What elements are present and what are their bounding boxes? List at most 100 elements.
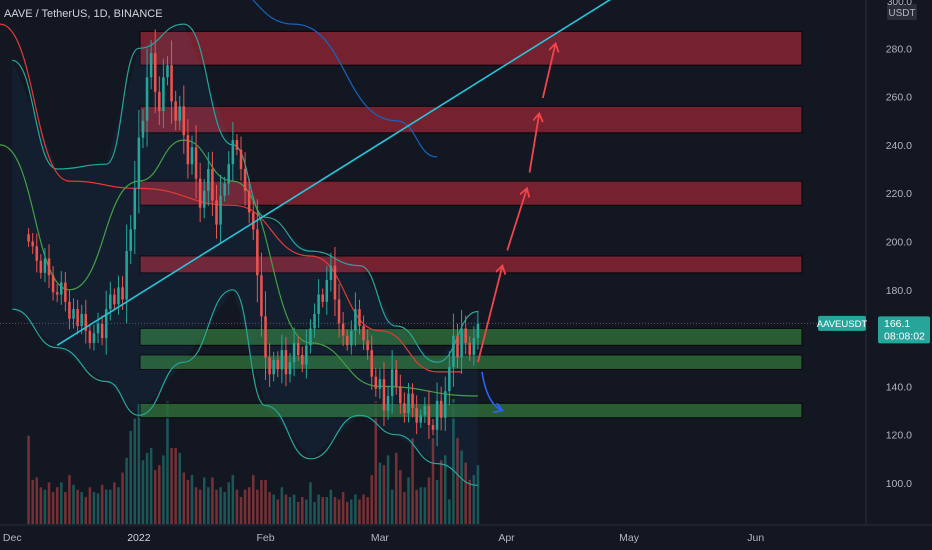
candle[interactable] (256, 199, 259, 303)
candle[interactable] (158, 76, 161, 125)
candle[interactable] (31, 233, 34, 254)
candle[interactable] (370, 335, 373, 390)
candle[interactable] (219, 174, 222, 244)
candle[interactable] (419, 409, 423, 429)
candle[interactable] (411, 383, 414, 418)
candle[interactable] (162, 58, 165, 128)
candle[interactable] (166, 56, 169, 86)
candle[interactable] (272, 351, 275, 382)
last-price-tag[interactable]: AAVEUSDT 166.1 08:08:02 (817, 315, 930, 344)
candle[interactable] (345, 329, 349, 351)
candle[interactable] (215, 184, 218, 239)
candle[interactable] (223, 176, 226, 202)
candle[interactable] (117, 275, 120, 315)
candle[interactable] (227, 151, 231, 196)
candle[interactable] (247, 178, 251, 224)
candle[interactable] (358, 299, 361, 335)
candle[interactable] (472, 326, 476, 366)
candle[interactable] (43, 247, 47, 283)
candle[interactable] (145, 48, 149, 147)
candle[interactable] (280, 334, 284, 384)
candle[interactable] (51, 265, 55, 301)
candle[interactable] (198, 162, 202, 223)
candle[interactable] (443, 376, 447, 431)
candle[interactable] (84, 299, 88, 344)
candle[interactable] (362, 315, 365, 350)
candle[interactable] (390, 350, 394, 414)
candle[interactable] (288, 353, 292, 383)
candles[interactable] (27, 29, 480, 447)
candle[interactable] (137, 109, 141, 214)
candle[interactable] (153, 29, 157, 114)
candle[interactable] (235, 134, 239, 156)
candle[interactable] (190, 135, 194, 175)
candle[interactable] (329, 252, 333, 292)
candle[interactable] (88, 324, 92, 349)
candle[interactable] (207, 152, 210, 206)
candle[interactable] (403, 392, 406, 423)
candle[interactable] (427, 390, 431, 439)
candle[interactable] (399, 374, 402, 414)
candle[interactable] (125, 224, 128, 324)
candle[interactable] (264, 291, 267, 380)
candle[interactable] (68, 290, 71, 330)
candle[interactable] (260, 252, 263, 337)
candle[interactable] (309, 319, 312, 354)
candle[interactable] (284, 336, 288, 387)
candle[interactable] (211, 151, 214, 216)
candle[interactable] (133, 160, 137, 255)
candle[interactable] (92, 324, 96, 351)
candle[interactable] (100, 315, 104, 346)
candle[interactable] (35, 233, 39, 273)
candle[interactable] (305, 329, 308, 379)
candle[interactable] (39, 254, 43, 279)
candle[interactable] (55, 283, 59, 303)
candle[interactable] (415, 395, 418, 435)
candle[interactable] (350, 320, 353, 355)
candle[interactable] (460, 310, 463, 374)
candle[interactable] (456, 323, 459, 369)
candle[interactable] (301, 346, 304, 373)
candle[interactable] (325, 265, 329, 315)
candle[interactable] (378, 368, 382, 399)
candle[interactable] (239, 136, 243, 181)
candle[interactable] (174, 90, 177, 131)
candle[interactable] (431, 418, 435, 436)
price-axis[interactable] (866, 0, 932, 524)
candle[interactable] (76, 299, 79, 335)
candle[interactable] (354, 292, 357, 346)
candle[interactable] (292, 327, 296, 377)
candle[interactable] (64, 271, 67, 312)
time-axis[interactable] (0, 525, 932, 550)
candle[interactable] (60, 271, 63, 305)
candle[interactable] (27, 228, 30, 247)
candle[interactable] (268, 343, 271, 387)
candle[interactable] (47, 244, 51, 288)
candle[interactable] (374, 367, 378, 397)
candle[interactable] (468, 336, 472, 361)
candle[interactable] (276, 351, 280, 378)
candle[interactable] (317, 279, 320, 328)
candle[interactable] (439, 386, 443, 431)
candle[interactable] (149, 39, 153, 90)
candle[interactable] (141, 109, 145, 149)
candle[interactable] (72, 298, 75, 329)
currency-badge[interactable] (887, 4, 917, 20)
candle[interactable] (113, 288, 116, 310)
candle[interactable] (178, 95, 182, 131)
candle[interactable] (366, 329, 369, 360)
candle[interactable] (464, 315, 467, 355)
candle[interactable] (313, 303, 316, 338)
candle[interactable] (476, 310, 480, 350)
candle[interactable] (423, 397, 427, 423)
candle[interactable] (321, 288, 324, 308)
candle[interactable] (333, 247, 337, 317)
candle[interactable] (186, 119, 190, 179)
candle[interactable] (202, 179, 206, 219)
candle[interactable] (337, 283, 341, 338)
candle[interactable] (109, 281, 112, 321)
candle[interactable] (448, 351, 451, 406)
candle[interactable] (194, 125, 198, 199)
drawings[interactable] (56, 0, 625, 411)
